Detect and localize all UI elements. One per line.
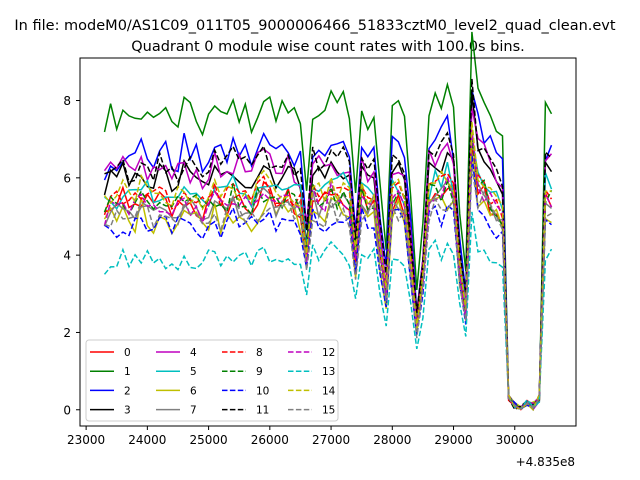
series-line-13 [103,211,553,410]
legend-box [85,339,339,422]
series-line-12 [103,129,553,411]
x-tick-label: 24000 [128,433,166,447]
series-line-14 [103,121,552,411]
series-layer [103,31,553,412]
legend-label-2: 2 [124,385,131,397]
x-tick-label: 28000 [373,433,411,447]
legend-label-14: 14 [322,385,336,397]
x-tick-label: 30000 [496,433,534,447]
plot-frame [79,57,577,427]
x-axis: 23000 24000 25000 26000 27000 28000 29000 30000 [67,426,534,447]
x-tick-label: 29000 [434,433,472,447]
legend-label-6: 6 [190,385,197,397]
chart-title: Quadrant 0 module wise count rates with … [131,39,525,55]
legend-label-8: 8 [256,347,263,359]
x-tick-label: 26000 [251,433,289,447]
legend-label-11: 11 [256,405,269,417]
series-line-4 [103,107,553,411]
x-tick-label: 23000 [67,433,105,447]
figure-suptitle: In file: modeM0/AS1C09_011T05_9000006466… [14,18,615,34]
legend-label-1: 1 [124,366,131,378]
series-line-2 [103,90,553,411]
legend-label-0: 0 [124,347,131,359]
series-line-15 [104,167,552,410]
legend-label-15: 15 [322,405,335,417]
y-tick-label: 6 [63,171,71,185]
legend-label-5: 5 [190,366,197,378]
y-axis: 0 2 4 6 8 [63,94,80,417]
legend-label-13: 13 [322,366,335,378]
legend-label-7: 7 [190,405,197,417]
y-tick-label: 0 [63,403,71,417]
y-tick-label: 4 [63,249,71,263]
series-line-10 [104,154,552,410]
y-tick-label: 8 [63,94,71,108]
legend-label-3: 3 [124,405,131,417]
x-tick-label: 27000 [312,433,350,447]
legend-label-4: 4 [190,347,197,359]
y-tick-label: 2 [63,326,71,340]
x-tick-label: 25000 [189,433,227,447]
legend-label-12: 12 [322,347,335,359]
legend-label-10: 10 [256,385,269,397]
x-offset-label: +4.835e8 [516,455,575,469]
series-line-1 [103,31,553,411]
legend-label-9: 9 [256,366,263,378]
series-line-11 [104,78,553,411]
